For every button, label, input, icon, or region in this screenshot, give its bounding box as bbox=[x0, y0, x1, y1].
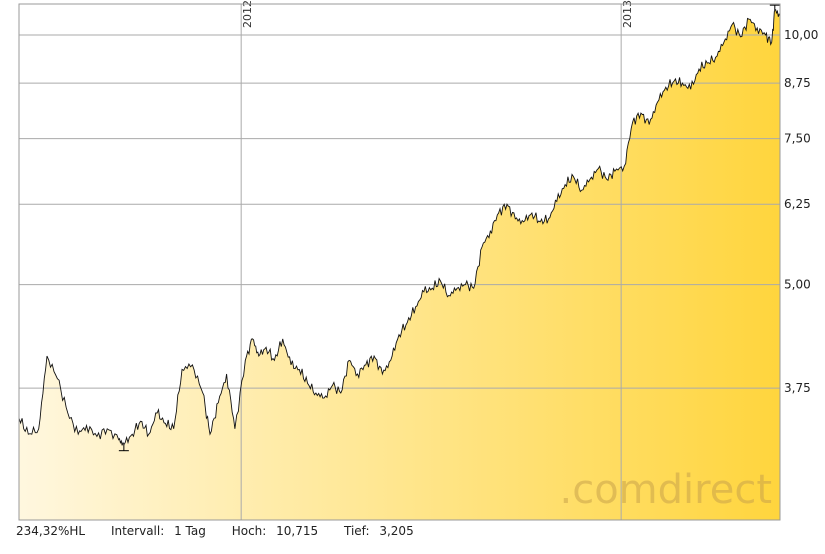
y-tick-label: 10,00 bbox=[784, 28, 818, 42]
high-value: 10,715 bbox=[276, 524, 319, 538]
x-tick-label: 2012 bbox=[241, 0, 254, 28]
interval-label: Intervall: bbox=[110, 524, 165, 538]
hl-percent: 234,32%HL bbox=[16, 524, 86, 538]
y-tick-label: 7,50 bbox=[784, 132, 811, 146]
area-layer bbox=[19, 9, 780, 520]
price-area bbox=[19, 9, 780, 520]
grid-layer bbox=[19, 4, 780, 520]
marker-layer bbox=[118, 4, 780, 452]
y-tick-label: 6,25 bbox=[784, 197, 811, 211]
y-tick-label: 3,75 bbox=[784, 381, 811, 395]
interval-value: 1 Tag bbox=[174, 524, 206, 538]
high-label: Hoch: bbox=[231, 524, 267, 538]
line-layer bbox=[19, 9, 780, 446]
low-value: 3,205 bbox=[379, 524, 414, 538]
watermark: .comdirect bbox=[560, 467, 773, 513]
price-line bbox=[19, 9, 780, 446]
x-axis: 2012 2013 bbox=[241, 0, 634, 28]
low-label: Tief: bbox=[343, 524, 370, 538]
plot-frame bbox=[18, 3, 781, 521]
x-tick-label: 2013 bbox=[621, 0, 634, 28]
chart-footer: 234,32%HL Intervall: 1 Tag Hoch: 10,715 … bbox=[16, 524, 816, 544]
y-tick-label: 5,00 bbox=[784, 278, 811, 292]
y-tick-label: 8,75 bbox=[784, 76, 811, 90]
y-axis: 3,75 5,00 6,25 7,50 8,75 10,00 bbox=[784, 28, 818, 395]
